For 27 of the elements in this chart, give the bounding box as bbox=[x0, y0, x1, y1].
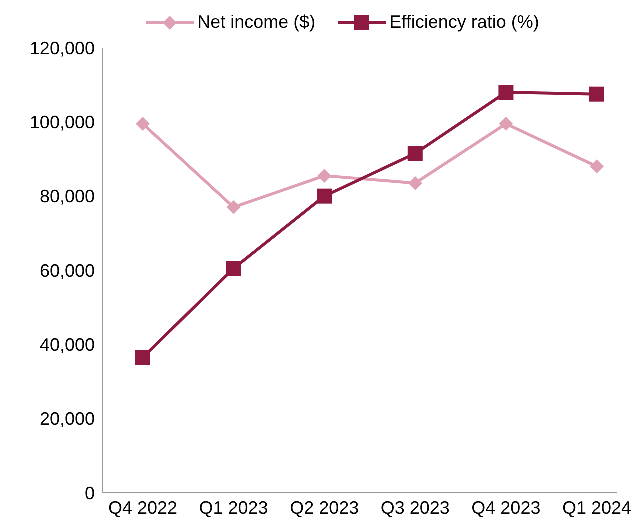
legend-label: Efficiency ratio (%) bbox=[390, 12, 540, 33]
x-tick-label: Q4 2023 bbox=[472, 498, 541, 518]
y-tick-label: 40,000 bbox=[40, 335, 95, 356]
point bbox=[226, 200, 241, 214]
y-tick-label: 100,000 bbox=[30, 112, 95, 133]
y-tick-label: 20,000 bbox=[40, 409, 95, 430]
x-tick-label: Q1 2024 bbox=[562, 498, 632, 518]
point bbox=[408, 176, 422, 190]
point bbox=[136, 350, 150, 366]
point bbox=[590, 86, 604, 102]
x-tick-label: Q4 2022 bbox=[108, 498, 178, 518]
x-tick-label: Q2 2023 bbox=[290, 498, 360, 518]
point bbox=[408, 146, 423, 162]
x-tick-label: Q1 2023 bbox=[199, 498, 268, 518]
y-tick-label: 80,000 bbox=[40, 186, 95, 207]
point bbox=[590, 160, 604, 174]
point bbox=[317, 188, 332, 204]
point bbox=[226, 261, 242, 276]
y-tick-label: 60,000 bbox=[40, 260, 95, 281]
point bbox=[498, 85, 514, 100]
y-tick-label: 0 bbox=[84, 483, 95, 504]
point bbox=[136, 117, 150, 132]
x-tick-label: Q3 2023 bbox=[380, 498, 450, 518]
legend-label: Net income ($) bbox=[198, 12, 316, 33]
y-tick-label: 120,000 bbox=[30, 38, 95, 58]
point bbox=[499, 117, 514, 132]
point bbox=[318, 168, 332, 183]
